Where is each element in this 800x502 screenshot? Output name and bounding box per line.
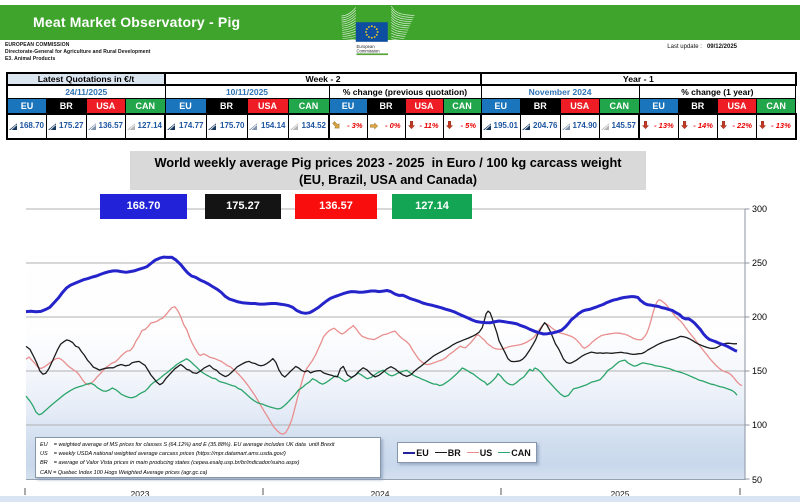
svg-text:Commission: Commission bbox=[357, 48, 381, 53]
svg-text:European: European bbox=[357, 44, 376, 49]
